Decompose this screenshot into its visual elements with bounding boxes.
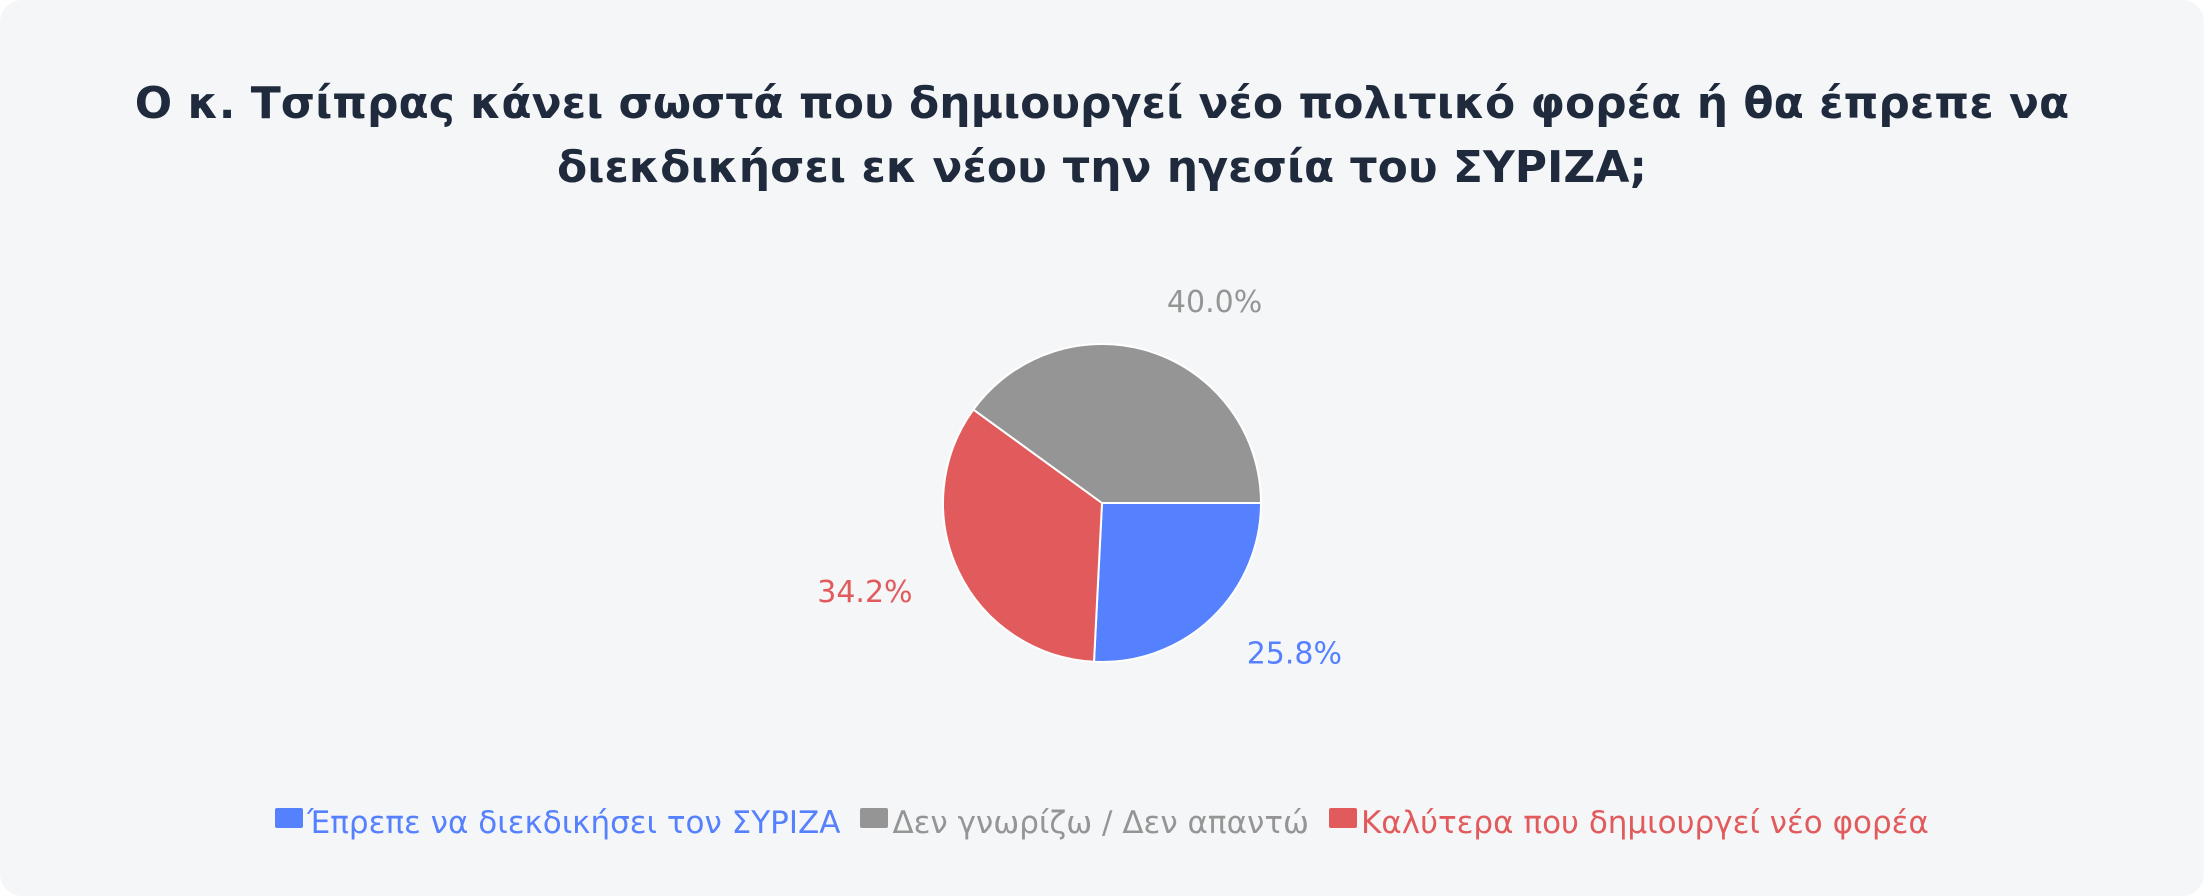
legend-swatch	[860, 808, 889, 828]
legend-label: Δεν γνωρίζω / Δεν απαντώ	[892, 805, 1309, 841]
chart-title: Ο κ. Τσίπρας κάνει σωστά που δημιουργεί …	[134, 78, 2070, 193]
legend-label: Έπρεπε να διεκδικήσει τον ΣΥΡΙΖΑ	[307, 805, 841, 841]
pie-slice-2[interactable]	[971, 343, 1263, 504]
slice-label-0: 25.8%	[1247, 637, 1342, 672]
pie-slice-0[interactable]	[1092, 502, 1263, 663]
legend-swatch	[275, 808, 304, 828]
pie-slice-1[interactable]	[942, 408, 1104, 663]
legend-item-2[interactable]: Καλύτερα που δημιουργεί νέο φορέα	[1328, 805, 1929, 841]
slice-label-1: 34.2%	[817, 575, 912, 610]
slice-label-2: 40.0%	[1167, 285, 1262, 320]
legend: Έπρεπε να διεκδικήσει τον ΣΥΡΙΖΑ Δεν γνωρ…	[0, 805, 2204, 841]
legend-item-1[interactable]: Δεν γνωρίζω / Δεν απαντώ	[860, 805, 1309, 841]
legend-label: Καλύτερα που δημιουργεί νέο φορέα	[1360, 805, 1929, 841]
legend-item-0[interactable]: Έπρεπε να διεκδικήσει τον ΣΥΡΙΖΑ	[275, 805, 840, 841]
legend-swatch	[1328, 808, 1357, 828]
